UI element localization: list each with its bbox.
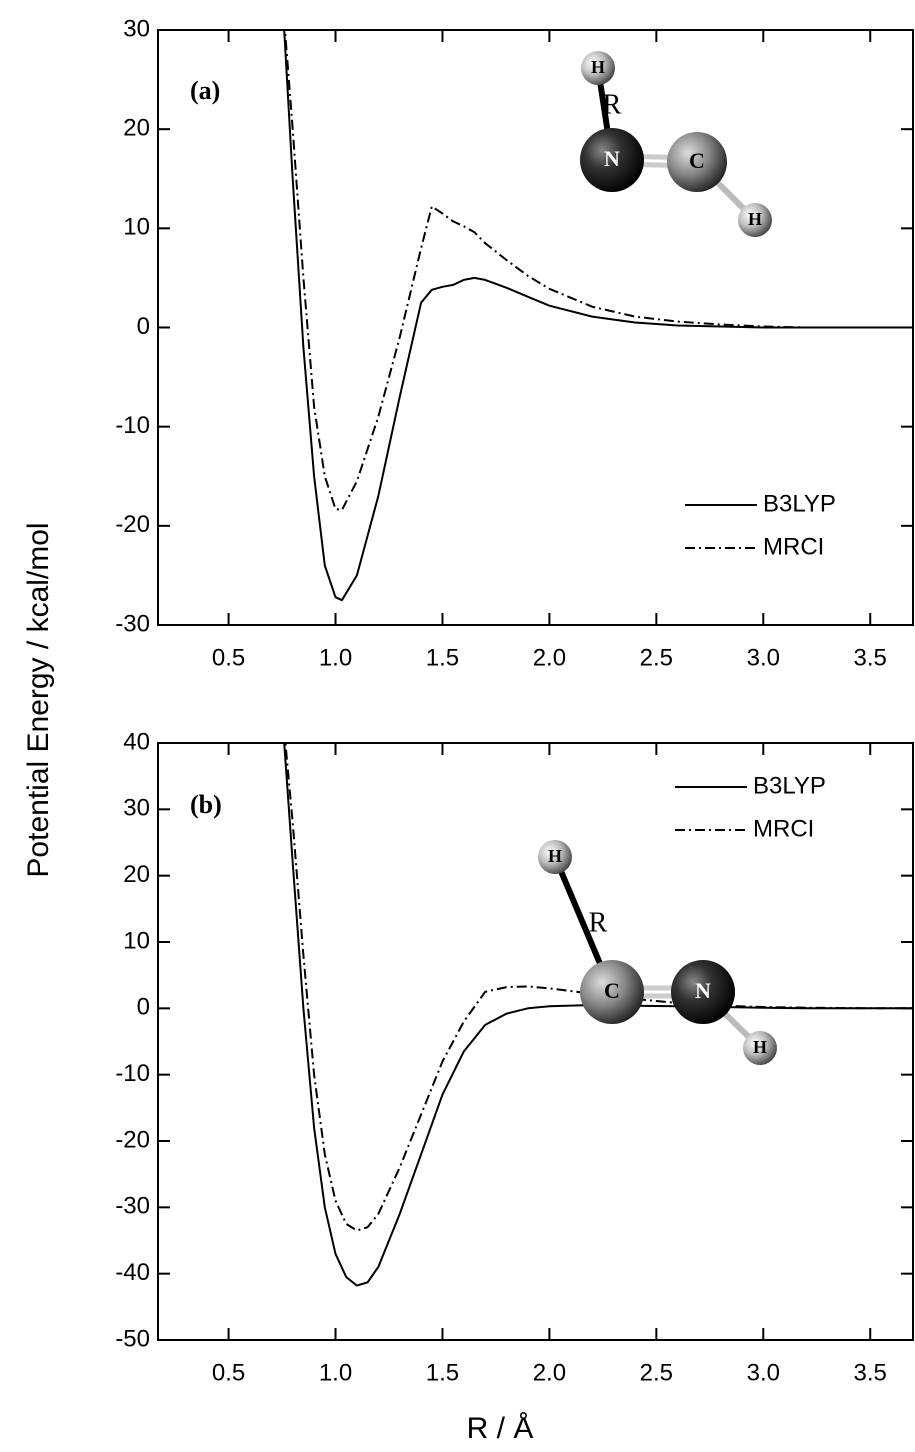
legend-label: MRCI	[753, 815, 814, 842]
plot-area	[283, 30, 913, 602]
x-tick-label: 2.5	[640, 644, 673, 671]
atom	[580, 128, 644, 192]
y-tick-label: -50	[115, 1325, 150, 1352]
x-tick-label: 0.5	[212, 644, 245, 671]
panel-label: (a)	[190, 76, 220, 105]
atom-label: H	[548, 846, 562, 866]
atom	[671, 960, 735, 1024]
x-tick-label: 1.5	[426, 1359, 459, 1386]
atom	[580, 960, 644, 1024]
line-series	[283, 30, 913, 511]
line-series	[284, 743, 913, 1232]
x-tick-label: 3.5	[854, 1359, 887, 1386]
x-tick-label: 2.5	[640, 1359, 673, 1386]
x-tick-label: 1.5	[426, 644, 459, 671]
y-tick-label: -30	[115, 610, 150, 637]
y-tick-label: -30	[115, 1193, 150, 1220]
line-series	[283, 30, 913, 602]
bond-label: R	[603, 89, 622, 120]
x-tick-label: 3.0	[747, 644, 780, 671]
y-tick-label: 30	[123, 15, 150, 42]
atom-label: H	[753, 1037, 767, 1057]
y-axis-label: Potential Energy / kcal/mol	[22, 522, 55, 877]
x-tick-label: 2.0	[533, 644, 566, 671]
y-tick-label: 10	[123, 214, 150, 241]
y-tick-label: 30	[123, 795, 150, 822]
atom-label: C	[689, 148, 705, 173]
x-tick-label: 2.0	[533, 1359, 566, 1386]
y-tick-label: -10	[115, 1060, 150, 1087]
y-tick-label: 20	[123, 861, 150, 888]
atom	[538, 840, 572, 874]
x-tick-label: 1.0	[319, 644, 352, 671]
y-tick-label: 20	[123, 115, 150, 142]
y-tick-label: 40	[123, 728, 150, 755]
x-tick-label: 1.0	[319, 1359, 352, 1386]
y-tick-label: -40	[115, 1259, 150, 1286]
y-tick-label: 0	[137, 994, 150, 1021]
panel-label: (b)	[190, 790, 222, 819]
atom	[581, 51, 615, 85]
legend-label: B3LYP	[753, 772, 826, 799]
plot-frame	[157, 742, 914, 1341]
legend-label: B3LYP	[763, 490, 836, 517]
x-tick-label: 3.5	[854, 644, 887, 671]
y-tick-label: -20	[115, 1126, 150, 1153]
atom	[667, 132, 727, 192]
x-tick-label: 0.5	[212, 1359, 245, 1386]
atom-label: C	[604, 978, 620, 1003]
y-tick-label: 0	[137, 313, 150, 340]
x-tick-label: 3.0	[747, 1359, 780, 1386]
atom-label: N	[695, 978, 711, 1003]
y-tick-label: 10	[123, 927, 150, 954]
y-tick-label: -10	[115, 412, 150, 439]
x-axis-label: R / Å	[467, 1412, 534, 1445]
atom-label: H	[748, 209, 762, 229]
atom	[743, 1031, 777, 1065]
atom-label: N	[604, 146, 620, 171]
atom	[738, 203, 772, 237]
atom-label: H	[591, 57, 605, 77]
y-tick-label: -20	[115, 511, 150, 538]
bond-label: R	[589, 907, 608, 938]
legend-label: MRCI	[763, 533, 824, 560]
